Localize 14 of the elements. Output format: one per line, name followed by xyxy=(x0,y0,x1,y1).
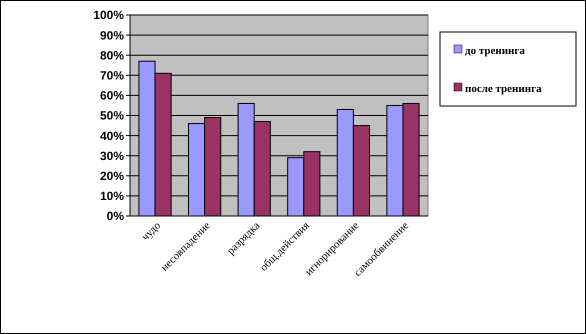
legend-label: после тренинга xyxy=(465,82,542,95)
y-tick-label: 30% xyxy=(100,148,124,163)
x-tick-label: чудо xyxy=(140,219,164,244)
y-tick-label: 10% xyxy=(100,189,124,204)
y-tick-label: 40% xyxy=(100,128,124,143)
legend-label: до тренинга xyxy=(465,44,526,57)
y-tick-label: 0% xyxy=(106,209,124,224)
y-tick-label: 90% xyxy=(100,28,124,42)
y-tick-label: 50% xyxy=(100,108,124,123)
y-tick-label: 70% xyxy=(100,68,124,82)
y-tick-label: 100% xyxy=(93,8,124,22)
y-tick-label: 20% xyxy=(100,169,124,183)
y-tick-label: 80% xyxy=(100,48,124,62)
y-tick-label: 60% xyxy=(100,88,124,103)
